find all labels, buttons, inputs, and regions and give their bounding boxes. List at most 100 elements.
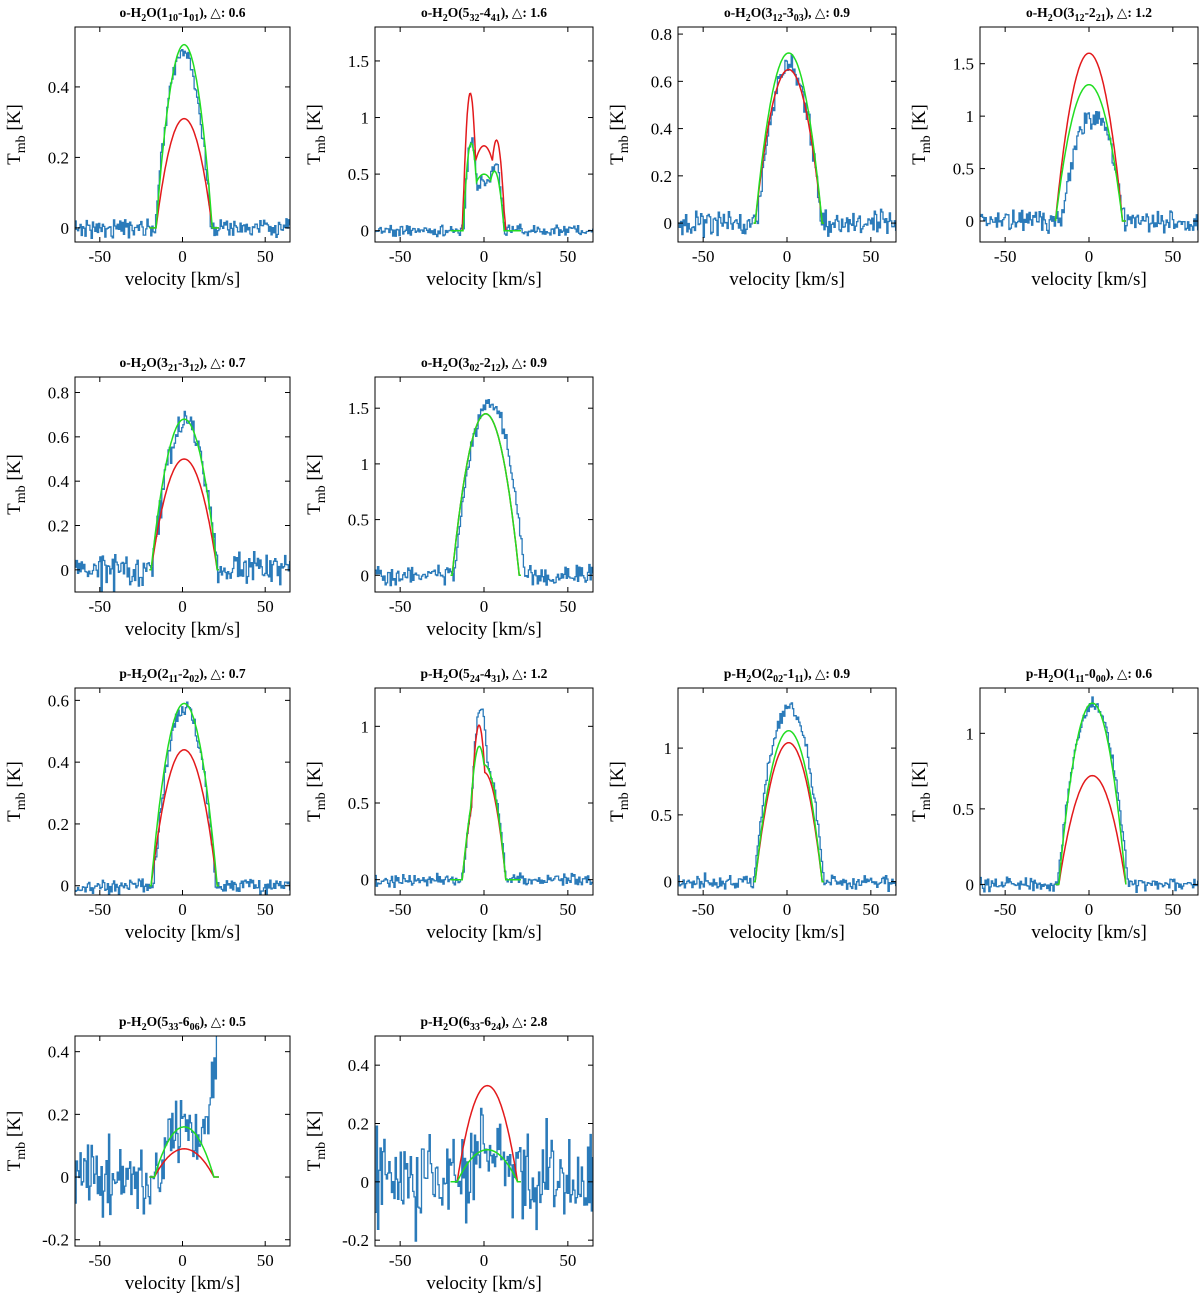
series-observed [375, 399, 593, 587]
y-tick-label: 0 [61, 219, 70, 238]
y-axis-label: Tmb [K] [909, 104, 934, 165]
plot-area [75, 701, 290, 895]
x-tick-label: -50 [994, 900, 1017, 919]
y-tick-label: 1.5 [348, 399, 369, 418]
series-model-red [149, 117, 219, 229]
y-tick-label: 0.8 [48, 384, 69, 403]
x-tick-label: 50 [257, 900, 274, 919]
panel-title: o-H2O(321-312), △: 0.7 [119, 355, 245, 374]
x-tick-label: 50 [1164, 900, 1181, 919]
series-model-green [149, 702, 219, 887]
y-tick-label: 0 [361, 222, 370, 241]
y-tick-label: 0 [361, 1173, 370, 1192]
panel-11: -50 0 50 -0.2 0 0.2 0.4 velocity [km/s] Tmb [K] p… [4, 1014, 291, 1294]
x-axis-label: velocity [km/s] [125, 269, 241, 290]
x-tick-label: 50 [559, 900, 576, 919]
axes-frame [374, 1035, 594, 1247]
plot-area [678, 702, 896, 893]
x-tick-label: -50 [88, 247, 111, 266]
x-tick-label: 0 [1085, 247, 1094, 266]
y-axis-label: Tmb [K] [4, 454, 29, 515]
x-axis-label: velocity [km/s] [125, 1273, 241, 1294]
x-tick-label: 0 [783, 900, 792, 919]
panel-6: -50 0 50 0 0.5 1 1.5 velocity [km/s] Tmb [K] o-H2… [304, 355, 594, 640]
y-tick-label: 0 [966, 212, 975, 231]
x-tick-label: 0 [480, 597, 489, 616]
axes-frame [374, 26, 594, 243]
y-tick-label: 0.5 [348, 165, 369, 184]
panel-12: -50 0 50 -0.2 0 0.2 0.4 velocity [km/s] Tmb [K] p… [304, 1014, 594, 1294]
y-tick-label: 0.5 [651, 806, 672, 825]
series-model-green [1054, 83, 1126, 222]
y-tick-label: 0 [361, 871, 370, 890]
series-model-red [753, 68, 824, 224]
panel-9: -50 0 50 0 0.5 1 velocity [km/s] Tmb [K] p-H2O(2… [607, 666, 897, 943]
y-axis-label: Tmb [K] [304, 1111, 329, 1172]
x-tick-label: 0 [178, 247, 187, 266]
y-tick-label: 0 [664, 214, 673, 233]
panel-10: -50 0 50 0 0.5 1 velocity [km/s] Tmb [K] p-H2O(1… [909, 666, 1199, 943]
x-tick-label: -50 [692, 900, 715, 919]
plot-area [375, 399, 593, 587]
panel-7: -50 0 50 0 0.2 0.4 0.6 velocity [km/s] Tmb [K] p-… [4, 666, 291, 943]
y-axis-label: Tmb [K] [304, 761, 329, 822]
x-tick-label: 50 [862, 247, 879, 266]
panel-8: -50 0 50 0 0.5 1 velocity [km/s] Tmb [K] p-H2O(5… [304, 666, 594, 943]
x-axis-label: velocity [km/s] [125, 922, 241, 943]
plot-area [375, 92, 593, 238]
x-tick-label: -50 [389, 1251, 412, 1270]
panel-4: -50 0 50 0 0.5 1 1.5 velocity [km/s] Tmb [K] o-H2… [909, 5, 1199, 290]
x-tick-label: 0 [480, 247, 489, 266]
x-tick-label: 50 [1164, 247, 1181, 266]
x-tick-label: 50 [257, 247, 274, 266]
axes-frame [677, 687, 897, 896]
series-model-green [450, 142, 521, 232]
x-tick-label: -50 [389, 247, 412, 266]
x-axis-label: velocity [km/s] [1031, 269, 1147, 290]
plot-area [980, 696, 1198, 893]
series-model-red [450, 724, 521, 881]
panel-title: p-H2O(211-202), △: 0.7 [119, 666, 246, 685]
x-tick-label: 0 [178, 900, 187, 919]
series-model-green [149, 418, 219, 571]
y-tick-label: 0.2 [48, 517, 69, 536]
panel-title: o-H2O(312-221), △: 1.2 [1026, 5, 1152, 24]
series-observed [678, 54, 896, 238]
series-model-red [1055, 774, 1127, 886]
series-model-red [149, 458, 219, 571]
y-tick-label: 0.2 [348, 1115, 369, 1134]
y-tick-label: 0.4 [348, 1056, 370, 1075]
y-tick-label: 0.8 [651, 25, 672, 44]
x-axis-label: velocity [km/s] [426, 1273, 542, 1294]
panel-title: p-H2O(524-431), △: 1.2 [421, 666, 548, 685]
x-tick-label: -50 [389, 900, 412, 919]
y-tick-label: 0.4 [48, 1043, 70, 1062]
y-tick-label: 0.4 [48, 78, 70, 97]
y-axis-label: Tmb [K] [607, 104, 632, 165]
y-tick-label: 0.6 [48, 691, 69, 710]
x-axis-label: velocity [km/s] [426, 269, 542, 290]
y-tick-label: 0 [61, 1168, 70, 1187]
y-tick-label: 1 [966, 107, 975, 126]
series-model-green [149, 43, 219, 229]
series-model-green [149, 1126, 219, 1178]
y-tick-label: 0.4 [48, 472, 70, 491]
series-observed [980, 696, 1198, 893]
y-tick-label: 0.6 [48, 428, 69, 447]
series-observed [375, 137, 593, 238]
x-tick-label: -50 [389, 597, 412, 616]
series-model-green [450, 1149, 521, 1183]
x-axis-label: velocity [km/s] [729, 269, 845, 290]
axes-frame [677, 26, 897, 243]
y-axis-label: Tmb [K] [4, 1111, 29, 1172]
series-model-green [753, 52, 824, 224]
x-axis-label: velocity [km/s] [426, 922, 542, 943]
plot-area [75, 43, 290, 239]
axes-frame [74, 26, 291, 243]
x-tick-label: -50 [88, 597, 111, 616]
series-observed [75, 49, 290, 239]
x-tick-label: 50 [559, 247, 576, 266]
y-tick-label: 0 [61, 877, 70, 896]
y-tick-label: 1 [361, 717, 370, 736]
x-tick-label: 0 [480, 900, 489, 919]
